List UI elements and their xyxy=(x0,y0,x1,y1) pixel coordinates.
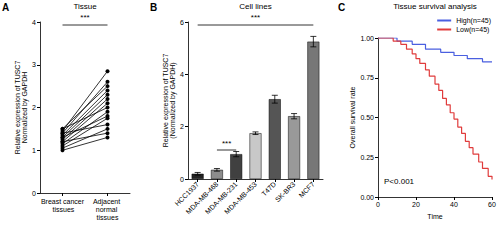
svg-text:High(n=45): High(n=45) xyxy=(456,17,491,25)
svg-text:20: 20 xyxy=(412,201,420,208)
svg-text:normal: normal xyxy=(96,206,119,213)
svg-text:A: A xyxy=(2,2,9,13)
svg-text:Relative expression of TUSC7: Relative expression of TUSC7 xyxy=(162,53,170,148)
svg-text:C: C xyxy=(338,2,345,13)
svg-text:4: 4 xyxy=(180,71,184,78)
svg-text:***: *** xyxy=(222,139,231,148)
svg-text:0.75: 0.75 xyxy=(360,74,374,81)
svg-text:6: 6 xyxy=(180,19,184,26)
svg-text:0: 0 xyxy=(376,201,380,208)
svg-text:MDA-MB-453: MDA-MB-453 xyxy=(223,180,258,215)
svg-text:2: 2 xyxy=(32,104,36,111)
svg-text:2: 2 xyxy=(180,123,184,130)
svg-text:0.25: 0.25 xyxy=(360,154,374,161)
svg-text:MDA-MB-231: MDA-MB-231 xyxy=(204,180,239,215)
svg-text:Normalized by GAPDH: Normalized by GAPDH xyxy=(21,72,29,144)
svg-text:60: 60 xyxy=(488,201,496,208)
svg-text:Tissue: Tissue xyxy=(73,2,97,11)
svg-text:Time: Time xyxy=(427,213,442,220)
svg-text:P<0.001: P<0.001 xyxy=(384,177,415,186)
svg-text:Tissue survival analysis: Tissue survival analysis xyxy=(393,2,477,11)
svg-text:0.50: 0.50 xyxy=(360,114,374,121)
svg-text:1.00: 1.00 xyxy=(360,35,374,42)
svg-text:SK-BR3: SK-BR3 xyxy=(274,180,297,203)
svg-text:tissues: tissues xyxy=(97,214,119,221)
svg-text:1: 1 xyxy=(32,147,36,154)
svg-text:HCC1937: HCC1937 xyxy=(173,180,201,208)
svg-text:Adjacent: Adjacent xyxy=(93,198,122,206)
svg-text:MCF7: MCF7 xyxy=(297,180,315,198)
svg-text:T47D: T47D xyxy=(260,181,277,198)
svg-text:B: B xyxy=(150,2,157,13)
svg-text:4: 4 xyxy=(32,19,36,26)
svg-text:Relative expression of TUSC7: Relative expression of TUSC7 xyxy=(14,60,21,155)
svg-text:MDA-MB-468: MDA-MB-468 xyxy=(185,180,220,215)
svg-text:0.00: 0.00 xyxy=(360,194,374,201)
svg-text:tissues: tissues xyxy=(51,206,75,213)
svg-text:***: *** xyxy=(80,13,89,22)
svg-text:3: 3 xyxy=(32,61,36,68)
svg-text:Overall survival rate: Overall survival rate xyxy=(349,86,356,148)
svg-text:Low(n=45): Low(n=45) xyxy=(456,26,489,34)
svg-text:0: 0 xyxy=(180,176,184,183)
svg-text:(Normalized by GAPDH): (Normalized by GAPDH) xyxy=(169,62,177,138)
svg-text:***: *** xyxy=(251,13,260,22)
svg-text:Cell lines: Cell lines xyxy=(239,2,271,11)
svg-text:0: 0 xyxy=(32,190,36,197)
svg-text:Breast cancer: Breast cancer xyxy=(41,198,85,205)
svg-text:40: 40 xyxy=(450,201,458,208)
